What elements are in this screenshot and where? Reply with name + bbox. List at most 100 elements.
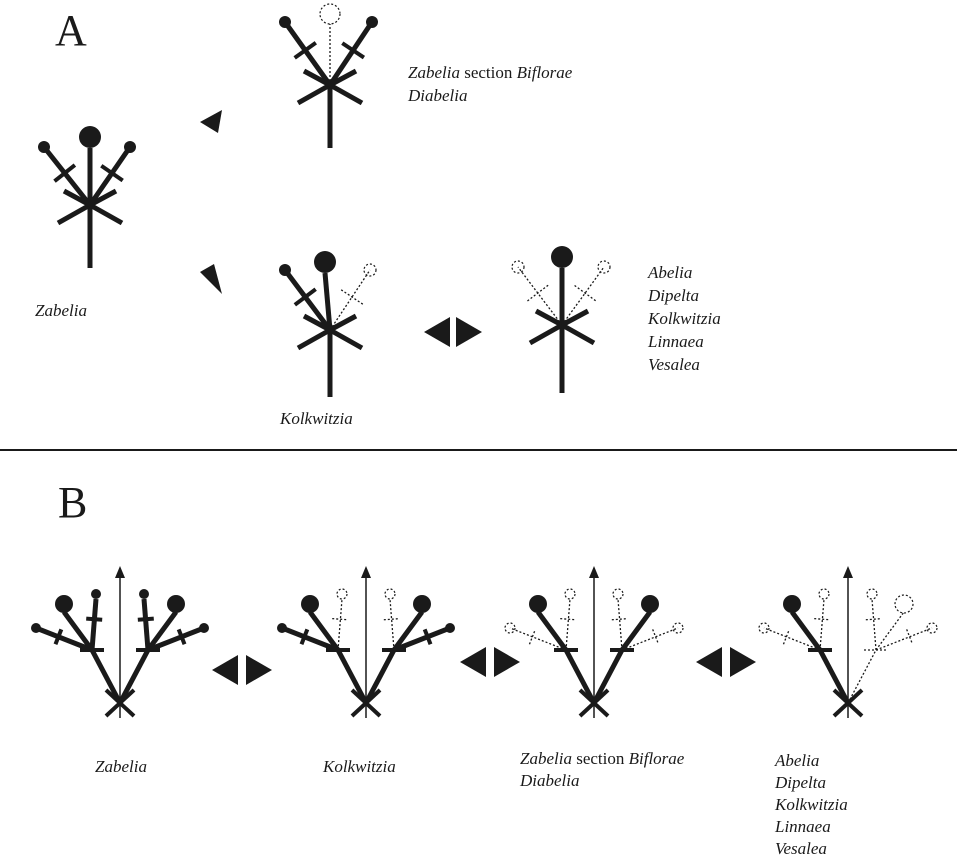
arrowhead [246,655,272,685]
flower [385,589,395,599]
flower [55,595,73,613]
branch [566,650,594,703]
branch [338,599,342,650]
branch [298,85,330,103]
flower [819,589,829,599]
rank: section [576,749,625,768]
flower [277,623,287,633]
branch [44,147,90,205]
flower [783,595,801,613]
branch [876,612,904,650]
flower [167,595,185,613]
taxon-label: Diabelia [519,771,580,790]
branch [618,599,622,650]
flower [91,589,101,599]
taxon-label: Abelia [774,751,819,770]
flower [199,623,209,633]
arrowhead [589,566,599,578]
taxon-label: Diabelia [407,86,468,105]
flower [641,595,659,613]
taxon-label: Kolkwitzia [647,309,721,328]
arrowhead [115,566,125,578]
arrowhead [843,566,853,578]
branch [575,285,596,300]
branch [538,612,566,650]
taxon-label: Kolkwitzia [279,409,353,428]
figure: A B Zabelia section Biflorae Diabelia Za… [0,0,957,859]
flower [867,589,877,599]
taxon-label: Vesalea [775,839,827,858]
arrowhead [456,317,482,347]
branch [390,599,394,650]
branch [138,619,154,620]
branch [341,290,363,304]
arrowhead [200,110,222,133]
branch [622,612,650,650]
branch [820,599,824,650]
rank: section [464,63,513,82]
flower [337,589,347,599]
arrows [200,110,756,685]
taxon-label: Dipelta [774,773,826,792]
branch [560,619,576,620]
branch [330,316,356,330]
branch [92,599,96,650]
branch [366,650,394,703]
branch [820,650,848,703]
flower [79,126,101,148]
branch [518,267,562,325]
branch [566,599,570,650]
branch [330,85,362,103]
panel-label: A [55,6,87,55]
flower [139,589,149,599]
flower [124,141,136,153]
flower [279,264,291,276]
branch [338,650,366,703]
taxon-label: Dipelta [647,286,699,305]
flower [551,246,573,268]
branch [90,205,122,223]
branch [144,599,148,650]
flower [279,16,291,28]
taxon-label: Kolkwitzia [322,757,396,776]
branch [872,599,876,650]
flower [31,623,41,633]
branch [101,166,122,181]
flower [565,589,575,599]
branch [536,311,562,325]
branch [814,619,830,620]
arrowhead [730,647,756,677]
arrowhead [494,647,520,677]
branch [58,205,90,223]
taxon-label: Zabelia [95,757,147,776]
flower [320,4,340,24]
branch [301,629,307,644]
branch [562,311,588,325]
branch [332,619,348,620]
branch [298,330,330,348]
taxon-label: Linnaea [647,332,704,351]
taxon-label: Zabelia [35,301,87,320]
branch [384,619,400,620]
flower [38,141,50,153]
branch [848,650,876,703]
branch [527,285,548,301]
flower [445,623,455,633]
taxon-label: Linnaea [774,817,831,836]
flower [613,589,623,599]
branch [92,650,120,703]
arrowhead [200,264,222,294]
branch [425,629,431,644]
branch [866,619,882,620]
taxon-label: Abelia [647,263,692,282]
taxon: Biflorae [629,749,685,768]
flower [413,595,431,613]
flower [895,595,913,613]
taxon-label: Kolkwitzia [774,795,848,814]
flower [366,16,378,28]
branch [86,619,102,620]
taxon: Biflorae [517,63,573,82]
taxon: Zabelia [520,749,572,768]
branch [342,43,364,57]
flower [301,595,319,613]
